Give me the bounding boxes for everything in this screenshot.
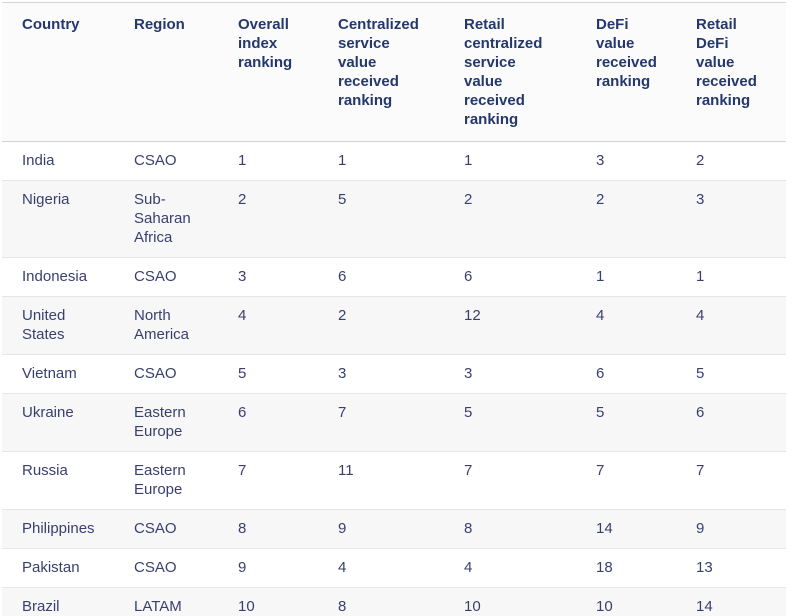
- cell-overall-index-ranking: 7: [218, 451, 318, 510]
- cell-defi-value-received-ranking: 2: [576, 180, 676, 258]
- cell-centralized-service-value-received-ranking: 4: [318, 548, 444, 588]
- cell-retail-centralized-service-value-received-ranking: 7: [444, 451, 576, 510]
- cell-country: Indonesia: [2, 257, 114, 297]
- cell-centralized-service-value-received-ranking: 11: [318, 451, 444, 510]
- cell-defi-value-received-ranking: 6: [576, 354, 676, 394]
- column-header-retail-defi-value-received-ranking: Retail DeFi value received ranking: [676, 2, 786, 142]
- cell-overall-index-ranking: 8: [218, 509, 318, 549]
- cell-centralized-service-value-received-ranking: 1: [318, 141, 444, 181]
- cell-centralized-service-value-received-ranking: 9: [318, 509, 444, 549]
- table-row: Brazil LATAM 10 8 10 10 14: [2, 587, 786, 616]
- cell-country: United States: [2, 296, 114, 355]
- cell-retail-defi-value-received-ranking: 3: [676, 180, 786, 258]
- table-row: United States North America 4 2 12 4 4: [2, 296, 786, 355]
- cell-defi-value-received-ranking: 3: [576, 141, 676, 181]
- cell-overall-index-ranking: 1: [218, 141, 318, 181]
- cell-centralized-service-value-received-ranking: 3: [318, 354, 444, 394]
- cell-retail-defi-value-received-ranking: 1: [676, 257, 786, 297]
- cell-retail-defi-value-received-ranking: 7: [676, 451, 786, 510]
- cell-defi-value-received-ranking: 14: [576, 509, 676, 549]
- cell-region: Sub- Saharan Africa: [114, 180, 218, 258]
- cell-region: LATAM: [114, 587, 218, 616]
- cell-centralized-service-value-received-ranking: 7: [318, 393, 444, 452]
- cell-retail-defi-value-received-ranking: 5: [676, 354, 786, 394]
- cell-retail-defi-value-received-ranking: 2: [676, 141, 786, 181]
- table-row: Philippines CSAO 8 9 8 14 9: [2, 509, 786, 549]
- cell-overall-index-ranking: 5: [218, 354, 318, 394]
- cell-centralized-service-value-received-ranking: 8: [318, 587, 444, 616]
- cell-retail-centralized-service-value-received-ranking: 6: [444, 257, 576, 297]
- cell-overall-index-ranking: 4: [218, 296, 318, 355]
- cell-defi-value-received-ranking: 7: [576, 451, 676, 510]
- crypto-adoption-index-table: Country Region Overall index ranking Centra…: [2, 2, 786, 616]
- cell-retail-centralized-service-value-received-ranking: 12: [444, 296, 576, 355]
- cell-retail-defi-value-received-ranking: 14: [676, 587, 786, 616]
- cell-region: Eastern Europe: [114, 451, 218, 510]
- cell-retail-centralized-service-value-received-ranking: 8: [444, 509, 576, 549]
- cell-retail-defi-value-received-ranking: 6: [676, 393, 786, 452]
- cell-country: Pakistan: [2, 548, 114, 588]
- column-header-overall-index-ranking: Overall index ranking: [218, 2, 318, 142]
- cell-country: Ukraine: [2, 393, 114, 452]
- column-header-retail-centralized-service-value-received-ranking: Retail centralized service value receive…: [444, 2, 576, 142]
- header-row: Country Region Overall index ranking Centra…: [2, 2, 786, 142]
- cell-retail-centralized-service-value-received-ranking: 2: [444, 180, 576, 258]
- cell-overall-index-ranking: 3: [218, 257, 318, 297]
- cell-defi-value-received-ranking: 1: [576, 257, 676, 297]
- cell-country: Nigeria: [2, 180, 114, 258]
- cell-overall-index-ranking: 10: [218, 587, 318, 616]
- cell-overall-index-ranking: 6: [218, 393, 318, 452]
- cell-defi-value-received-ranking: 10: [576, 587, 676, 616]
- cell-retail-centralized-service-value-received-ranking: 3: [444, 354, 576, 394]
- cell-centralized-service-value-received-ranking: 6: [318, 257, 444, 297]
- table-row: Russia Eastern Europe 7 11 7 7 7: [2, 451, 786, 510]
- cell-retail-defi-value-received-ranking: 13: [676, 548, 786, 588]
- cell-retail-centralized-service-value-received-ranking: 4: [444, 548, 576, 588]
- cell-region: Eastern Europe: [114, 393, 218, 452]
- cell-defi-value-received-ranking: 5: [576, 393, 676, 452]
- cell-country: Brazil: [2, 587, 114, 616]
- table-row: Ukraine Eastern Europe 6 7 5 5 6: [2, 393, 786, 452]
- column-header-region: Region: [114, 2, 218, 142]
- cell-retail-centralized-service-value-received-ranking: 1: [444, 141, 576, 181]
- table-row: Nigeria Sub- Saharan Africa 2 5 2 2 3: [2, 180, 786, 258]
- cell-centralized-service-value-received-ranking: 5: [318, 180, 444, 258]
- cell-region: CSAO: [114, 509, 218, 549]
- cell-overall-index-ranking: 2: [218, 180, 318, 258]
- column-header-centralized-service-value-received-ranking: Centralized service value received ranki…: [318, 2, 444, 142]
- cell-region: CSAO: [114, 257, 218, 297]
- cell-region: CSAO: [114, 141, 218, 181]
- column-header-defi-value-received-ranking: DeFi value received ranking: [576, 2, 676, 142]
- cell-country: Philippines: [2, 509, 114, 549]
- cell-region: CSAO: [114, 354, 218, 394]
- cell-centralized-service-value-received-ranking: 2: [318, 296, 444, 355]
- cell-retail-defi-value-received-ranking: 9: [676, 509, 786, 549]
- cell-region: CSAO: [114, 548, 218, 588]
- cell-country: Vietnam: [2, 354, 114, 394]
- table-row: India CSAO 1 1 1 3 2: [2, 141, 786, 181]
- column-header-country: Country: [2, 2, 114, 142]
- table-row: Indonesia CSAO 3 6 6 1 1: [2, 257, 786, 297]
- cell-region: North America: [114, 296, 218, 355]
- cell-retail-centralized-service-value-received-ranking: 10: [444, 587, 576, 616]
- cell-defi-value-received-ranking: 4: [576, 296, 676, 355]
- cell-country: India: [2, 141, 114, 181]
- table-row: Pakistan CSAO 9 4 4 18 13: [2, 548, 786, 588]
- cell-country: Russia: [2, 451, 114, 510]
- table-body: India CSAO 1 1 1 3 2 Nigeria Sub- Saharan Africa…: [2, 141, 786, 616]
- cell-defi-value-received-ranking: 18: [576, 548, 676, 588]
- cell-overall-index-ranking: 9: [218, 548, 318, 588]
- cell-retail-centralized-service-value-received-ranking: 5: [444, 393, 576, 452]
- cell-retail-defi-value-received-ranking: 4: [676, 296, 786, 355]
- table-header: Country Region Overall index ranking Centra…: [2, 2, 786, 142]
- table-row: Vietnam CSAO 5 3 3 6 5: [2, 354, 786, 394]
